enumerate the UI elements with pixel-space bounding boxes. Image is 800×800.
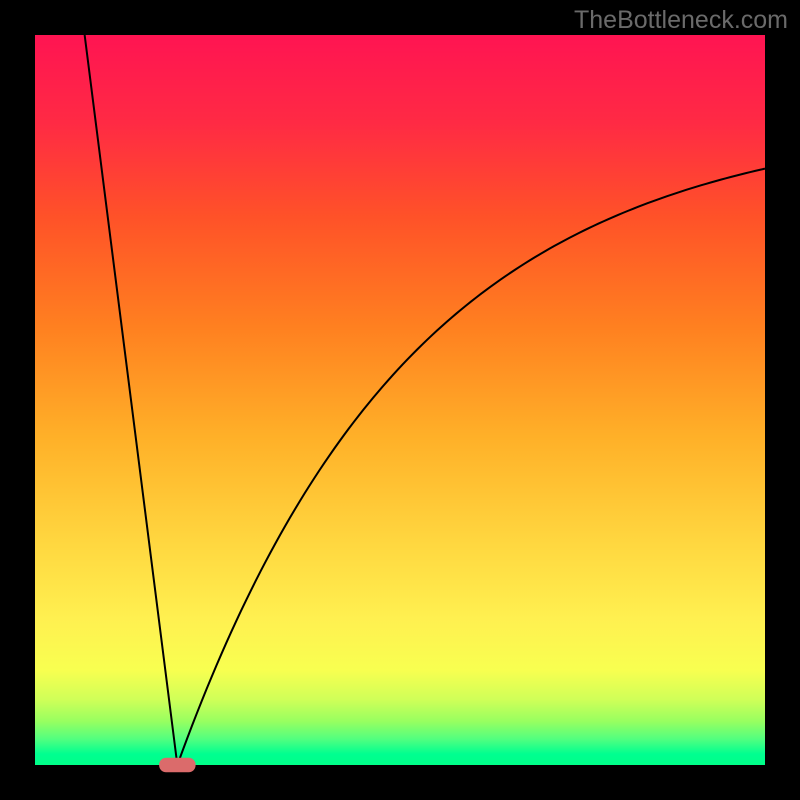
chart-gradient-background xyxy=(35,35,765,765)
chart-container: { "watermark": { "text": "TheBottleneck.… xyxy=(0,0,800,800)
optimal-point-marker xyxy=(159,758,196,773)
chart-svg xyxy=(0,0,800,800)
watermark-text: TheBottleneck.com xyxy=(574,6,788,35)
